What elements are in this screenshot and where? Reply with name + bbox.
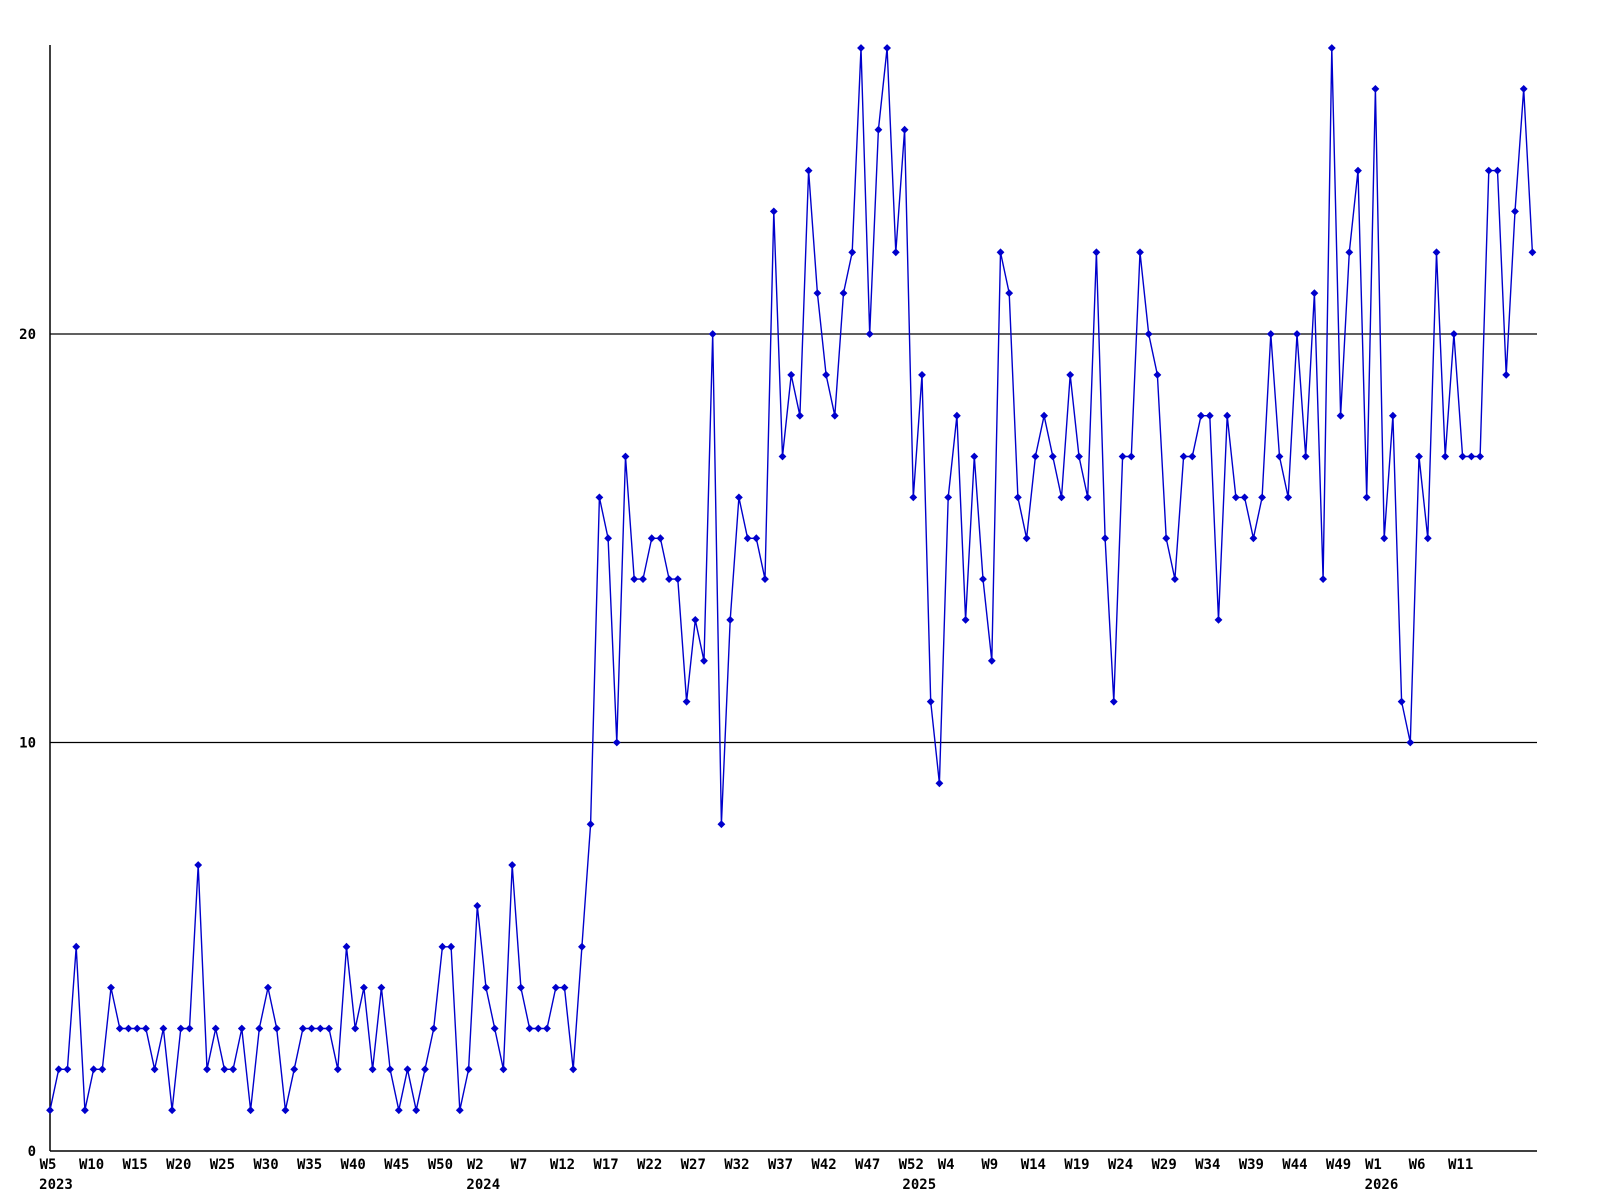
x-tick-label-W12: W12 [550,1157,575,1173]
year-label-2023: 2023 [39,1177,73,1193]
x-tick-label-W22: W22 [637,1157,662,1173]
x-tick-label-W25: W25 [210,1157,235,1173]
data-point-markers [46,44,1537,1115]
year-label-2025: 2025 [902,1177,936,1193]
x-tick-label-W45: W45 [384,1157,409,1173]
y-tick-label-0: 0 [28,1144,36,1160]
x-tick-label-W40: W40 [341,1157,366,1173]
x-tick-label-W39: W39 [1239,1157,1264,1173]
x-tick-label-W15: W15 [123,1157,148,1173]
year-label-2026: 2026 [1365,1177,1399,1193]
year-label-2024: 2024 [466,1177,500,1193]
x-tick-label-W52: W52 [899,1157,924,1173]
chart-line [49,47,1534,1111]
x-tick-label-W4: W4 [938,1157,955,1173]
x-tick-label-W17: W17 [593,1157,618,1173]
x-tick-label-W32: W32 [724,1157,749,1173]
x-tick-label-W1: W1 [1365,1157,1382,1173]
x-tick-label-W44: W44 [1282,1157,1307,1173]
x-tick-label-W42: W42 [811,1157,836,1173]
x-tick-label-W47: W47 [855,1157,880,1173]
x-tick-label-W9: W9 [981,1157,998,1173]
x-tick-label-W11: W11 [1448,1157,1473,1173]
x-tick-label-W20: W20 [166,1157,191,1173]
x-tick-label-W24: W24 [1108,1157,1133,1173]
x-tick-label-W7: W7 [510,1157,527,1173]
x-tick-label-W10: W10 [79,1157,104,1173]
x-tick-label-W35: W35 [297,1157,322,1173]
x-tick-label-W5: W5 [40,1157,57,1173]
y-tick-label-10: 10 [19,736,36,752]
x-tick-label-W19: W19 [1064,1157,1089,1173]
x-tick-label-W6: W6 [1409,1157,1426,1173]
x-tick-label-W30: W30 [253,1157,278,1173]
x-tick-label-W37: W37 [768,1157,793,1173]
x-tick-label-W2: W2 [467,1157,484,1173]
x-tick-label-W50: W50 [428,1157,453,1173]
x-tick-label-W29: W29 [1152,1157,1177,1173]
x-tick-label-W34: W34 [1195,1157,1220,1173]
x-tick-label-W27: W27 [681,1157,706,1173]
x-tick-label-W49: W49 [1326,1157,1351,1173]
y-tick-label-20: 20 [19,327,36,343]
x-tick-label-W14: W14 [1021,1157,1046,1173]
